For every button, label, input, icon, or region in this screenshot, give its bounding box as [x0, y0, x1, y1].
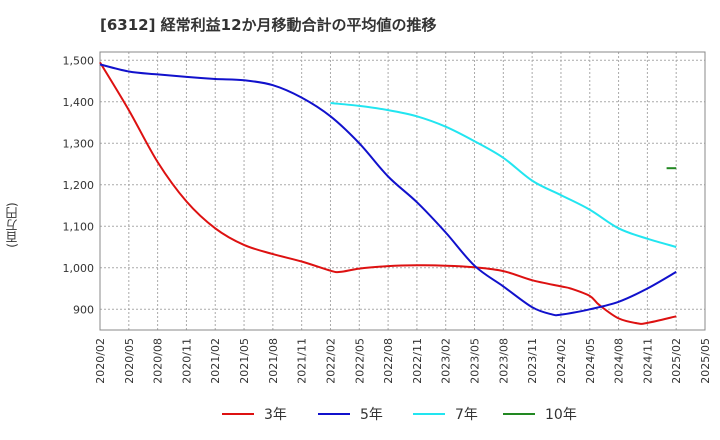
- x-tick-label: 2023/11: [526, 338, 539, 384]
- legend-label: 5年: [360, 407, 383, 423]
- x-tick-label: 2022/11: [411, 338, 424, 384]
- x-tick-label: 2020/11: [180, 338, 193, 384]
- x-tick-label: 2024/08: [613, 338, 626, 384]
- legend-item: 5年: [318, 402, 383, 426]
- x-tick-label: 2022/05: [353, 338, 366, 384]
- legend-label: 3年: [264, 407, 287, 423]
- series-line-5年: [99, 63, 677, 317]
- x-tick-label: 2020/08: [152, 338, 165, 384]
- x-tick-label: 2023/02: [440, 338, 453, 384]
- legend-swatch: [318, 413, 350, 415]
- x-tick-label: 2021/11: [296, 338, 309, 384]
- x-tick-label: 2024/02: [555, 338, 568, 384]
- y-tick-label: 1,100: [63, 220, 95, 233]
- legend-label: 10年: [545, 407, 577, 423]
- x-tick-labels: 2020/02 2020/05 2020/08 2020/11 2021/02 2021/…: [94, 338, 712, 384]
- gridlines: [99, 52, 706, 330]
- legend-swatch: [413, 413, 445, 415]
- legend-item: 3年: [222, 402, 287, 426]
- x-tick-label: 2023/08: [497, 338, 510, 384]
- series-line-3年: [99, 61, 677, 325]
- y-tick-label: 1,300: [63, 137, 95, 150]
- legend-swatch: [222, 413, 254, 415]
- legend: 3年 5年 7年 10年: [0, 402, 720, 426]
- x-tick-label: 2022/08: [382, 338, 395, 384]
- x-tick-label: 2023/05: [469, 338, 482, 384]
- chart-title: [6312] 経常利益12か月移動合計の平均値の推移: [100, 16, 437, 34]
- x-tick-label: 2024/11: [641, 338, 654, 384]
- y-tick-label: 1,000: [63, 262, 95, 275]
- x-tick-label: 2021/02: [209, 338, 222, 384]
- legend-swatch: [503, 413, 535, 415]
- x-tick-label: 2020/05: [123, 338, 136, 384]
- plot-area: 900 1,000 1,100 1,200 1,300 1,400 1,500 2020/0…: [63, 51, 712, 384]
- y-tick-label: 900: [73, 303, 94, 316]
- x-tick-label: 2021/08: [267, 338, 280, 384]
- y-tick-label: 1,500: [63, 54, 95, 67]
- series-line-7年: [330, 102, 677, 248]
- x-tick-label: 2022/02: [324, 338, 337, 384]
- legend-item: 10年: [503, 402, 577, 426]
- x-tick-label: 2025/02: [670, 338, 683, 384]
- x-tick-label: 2024/05: [584, 338, 597, 384]
- legend-label: 7年: [455, 407, 478, 423]
- y-tick-labels: 900 1,000 1,100 1,200 1,300 1,400 1,500: [63, 54, 95, 316]
- series-lines: [99, 61, 677, 325]
- x-tick-label: 2021/05: [238, 338, 251, 384]
- plot-frame: [99, 51, 706, 331]
- x-tick-label: 2020/02: [94, 338, 107, 384]
- x-tick-label: 2025/05: [699, 338, 712, 384]
- y-tick-label: 1,200: [63, 179, 95, 192]
- y-tick-label: 1,400: [63, 96, 95, 109]
- legend-item: 7年: [413, 402, 478, 426]
